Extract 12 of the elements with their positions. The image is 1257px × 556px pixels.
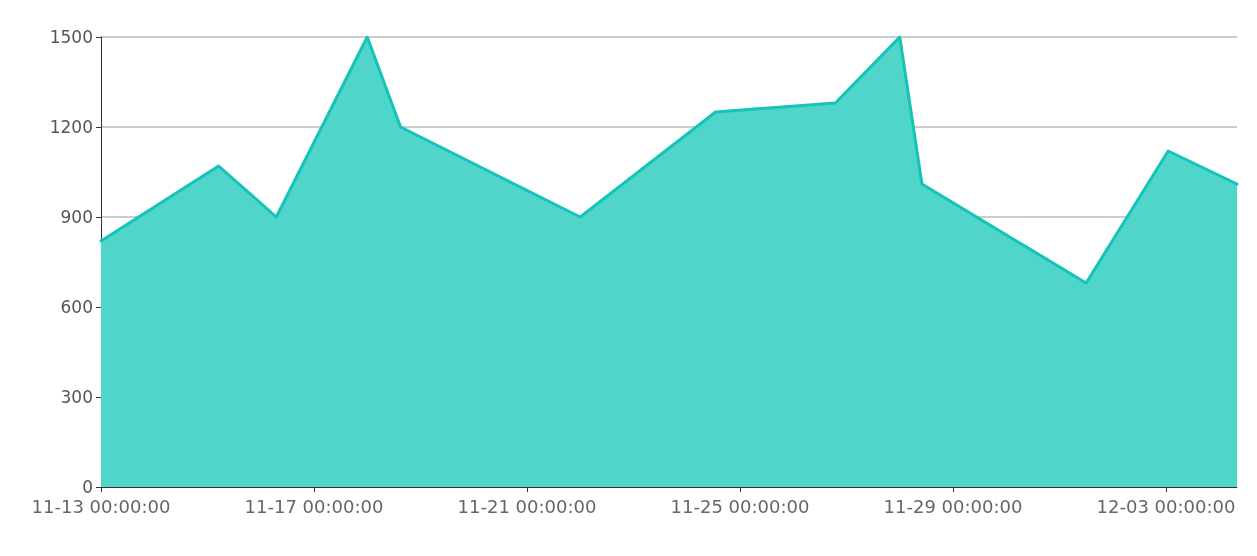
x-tick-label: 11-21 00:00:00 [457, 495, 597, 517]
y-tick-label: 1200 [49, 117, 93, 137]
x-tick-label: 12-03 00:00:00 [1096, 495, 1236, 517]
y-tick-label: 600 [60, 297, 93, 317]
x-tick-label: 11-25 00:00:00 [670, 495, 810, 517]
y-tick-label: 900 [60, 207, 93, 227]
x-tick-label: 11-13 00:00:00 [31, 495, 171, 517]
x-tick-label: 11-17 00:00:00 [244, 495, 384, 517]
y-tick-label: 1500 [49, 27, 93, 47]
x-tick-label: 11-29 00:00:00 [883, 495, 1023, 517]
y-tick-label: 0 [82, 477, 93, 497]
y-tick-label: 300 [60, 387, 93, 407]
